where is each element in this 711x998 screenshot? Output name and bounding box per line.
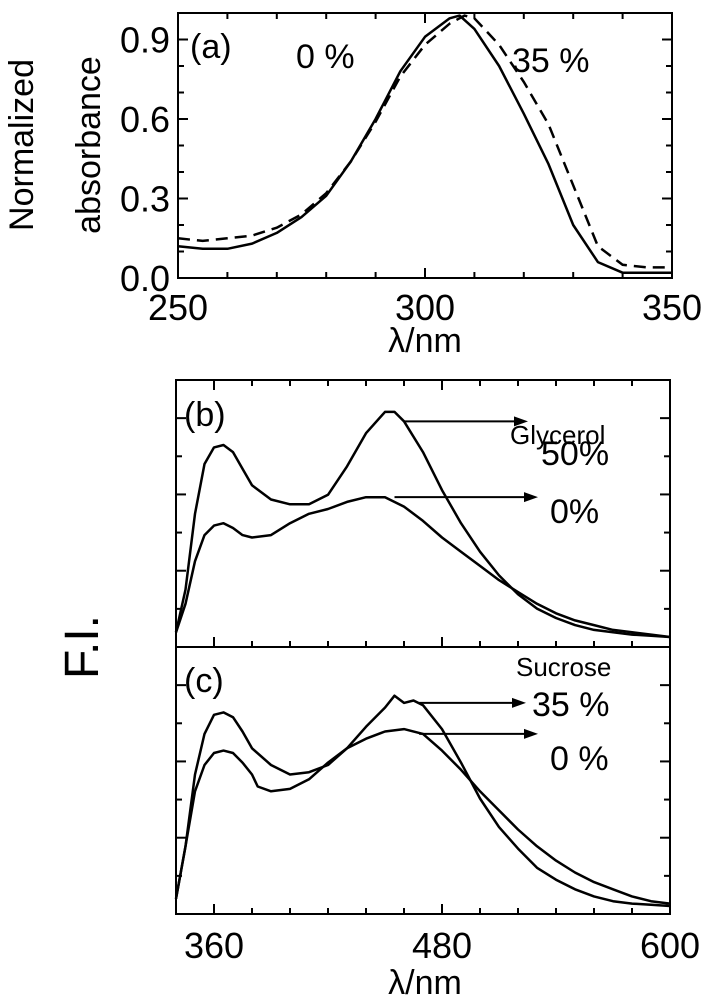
- panel-c-xtick-label: 600: [640, 925, 700, 966]
- panel-c-series-line-0: [174, 694, 671, 908]
- panel-a-ytick-label: 0.6: [120, 99, 170, 140]
- panel-c-series-line-1: [174, 727, 671, 905]
- panel-a-xlabel: λ/nm: [388, 322, 462, 360]
- panel-a-tick-labels: 250 300 350 0.0 0.3 0.6 0.9: [120, 20, 702, 329]
- panel-a-ylabel-line1: Normalized: [3, 59, 41, 231]
- panel-a-series-line-0: [177, 14, 672, 274]
- panel-a-xtick-label: 250: [148, 287, 208, 328]
- panel-b-series: [174, 410, 671, 639]
- panel-c-xtick-label: 360: [184, 925, 244, 966]
- panel-bc-tick-labels: 360 480 600: [184, 925, 700, 966]
- panel-b-tag: (b): [184, 396, 226, 434]
- panel-a-series-label-1: 35 %: [512, 42, 590, 80]
- panel-a-frame: [177, 12, 673, 279]
- panel-c-series-label-1: 0 %: [550, 740, 609, 778]
- panel-a-series-line-1: [177, 14, 672, 269]
- panel-a-ticks: [177, 13, 673, 279]
- panel-c-arrow-0-head: [512, 697, 526, 708]
- panel-c-series: [174, 694, 671, 908]
- panel-a-xtick-label: 300: [395, 287, 455, 328]
- panel-a-tag: (a): [190, 28, 232, 66]
- panel-b-series-label-0: 50%: [541, 435, 609, 473]
- panel-b-series-line-1: [174, 495, 671, 639]
- panel-a-ylabel-line2: absorbance: [70, 56, 108, 234]
- panel-c-series-label-0: 35 %: [532, 686, 610, 724]
- panel-c-xtick-label: 480: [412, 925, 472, 966]
- panel-b-arrow-0-head: [514, 416, 528, 427]
- panel-b-arrow-1-head: [524, 492, 538, 503]
- panel-b-series-line-0: [174, 410, 671, 639]
- panel-c-arrow-1-head: [524, 728, 538, 739]
- panel-a-ytick-label: 0.0: [120, 258, 170, 299]
- panel-bc-fluorescence: 360 480 600 (b) Glycerol (c) Sucrose 50% 0…: [56, 379, 700, 998]
- panel-a-series: [177, 14, 672, 274]
- panel-b-series-label-1: 0%: [550, 493, 599, 531]
- panel-bc-ticks: [175, 380, 671, 914]
- series-arrows: [394, 416, 538, 739]
- panel-a-series-label-0: 0 %: [296, 38, 355, 76]
- panel-a-xtick-label: 350: [642, 287, 702, 328]
- panel-a-ytick-label: 0.9: [120, 20, 170, 61]
- panel-b-legend-title: Glycerol: [510, 420, 605, 450]
- panel-c-legend-title: Sucrose: [516, 652, 611, 682]
- fi-ylabel: F.I.: [56, 615, 109, 679]
- panel-c-tag: (c): [184, 662, 224, 700]
- panel-a-ytick-label: 0.3: [120, 179, 170, 220]
- panel-c-xlabel: λ/nm: [388, 964, 462, 998]
